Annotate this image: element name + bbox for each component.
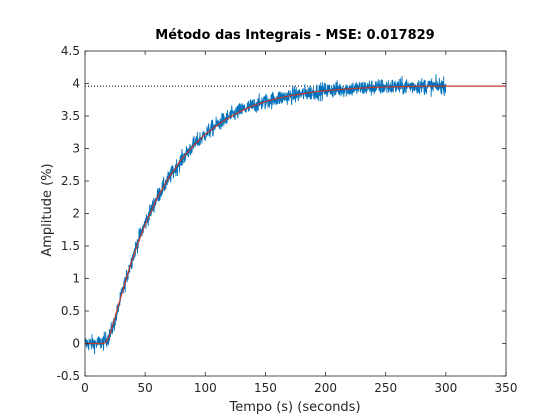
x-tick-label: 100	[194, 381, 217, 395]
y-tick-label: 1.5	[61, 239, 80, 253]
y-axis-label: Amplitude (%)	[40, 163, 55, 256]
y-tick-label: 2	[72, 207, 80, 221]
y-tick-label: -0.5	[57, 369, 80, 383]
y-tick-label: 1	[72, 272, 80, 286]
plot-area	[85, 51, 506, 376]
x-axis-label: Tempo (s) (seconds)	[228, 400, 360, 415]
series-line-model	[85, 85, 506, 345]
y-tick-label: 3.5	[61, 109, 80, 123]
x-axis-ticks: 0 50 100 150 200 250 300 350	[81, 51, 517, 395]
y-tick-label: 4.5	[61, 44, 80, 58]
y-axis-ticks: -0.5 0 0.5 1 1.5 2 2.5 3 3.5 4 4.5	[57, 44, 506, 383]
series-layer	[84, 74, 506, 355]
x-tick-label: 150	[254, 381, 277, 395]
y-tick-label: 0.5	[61, 304, 80, 318]
x-tick-label: 250	[374, 381, 397, 395]
y-tick-label: 2.5	[61, 174, 80, 188]
y-tick-label: 0	[72, 337, 80, 351]
x-tick-label: 200	[314, 381, 337, 395]
y-tick-label: 3	[72, 142, 80, 156]
series-line-measured	[84, 74, 447, 355]
x-tick-label: 50	[138, 381, 153, 395]
x-tick-label: 0	[81, 381, 89, 395]
y-tick-label: 4	[72, 77, 80, 91]
x-tick-label: 300	[434, 381, 457, 395]
chart-title: Método das Integrais - MSE: 0.017829	[155, 28, 434, 43]
x-tick-label: 350	[495, 381, 518, 395]
